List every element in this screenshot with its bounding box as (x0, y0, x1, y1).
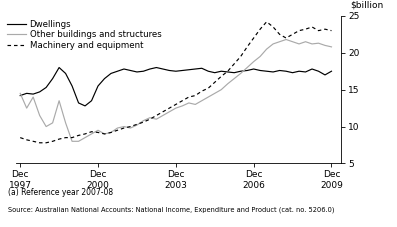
Text: $billion: $billion (351, 1, 384, 10)
Text: Source: Australian National Accounts: National Income, Expenditure and Product (: Source: Australian National Accounts: Na… (8, 207, 334, 213)
Legend: Dwellings, Other buildings and structures, Machinery and equipment: Dwellings, Other buildings and structure… (7, 20, 161, 50)
Text: (a) Reference year 2007-08: (a) Reference year 2007-08 (8, 188, 113, 197)
